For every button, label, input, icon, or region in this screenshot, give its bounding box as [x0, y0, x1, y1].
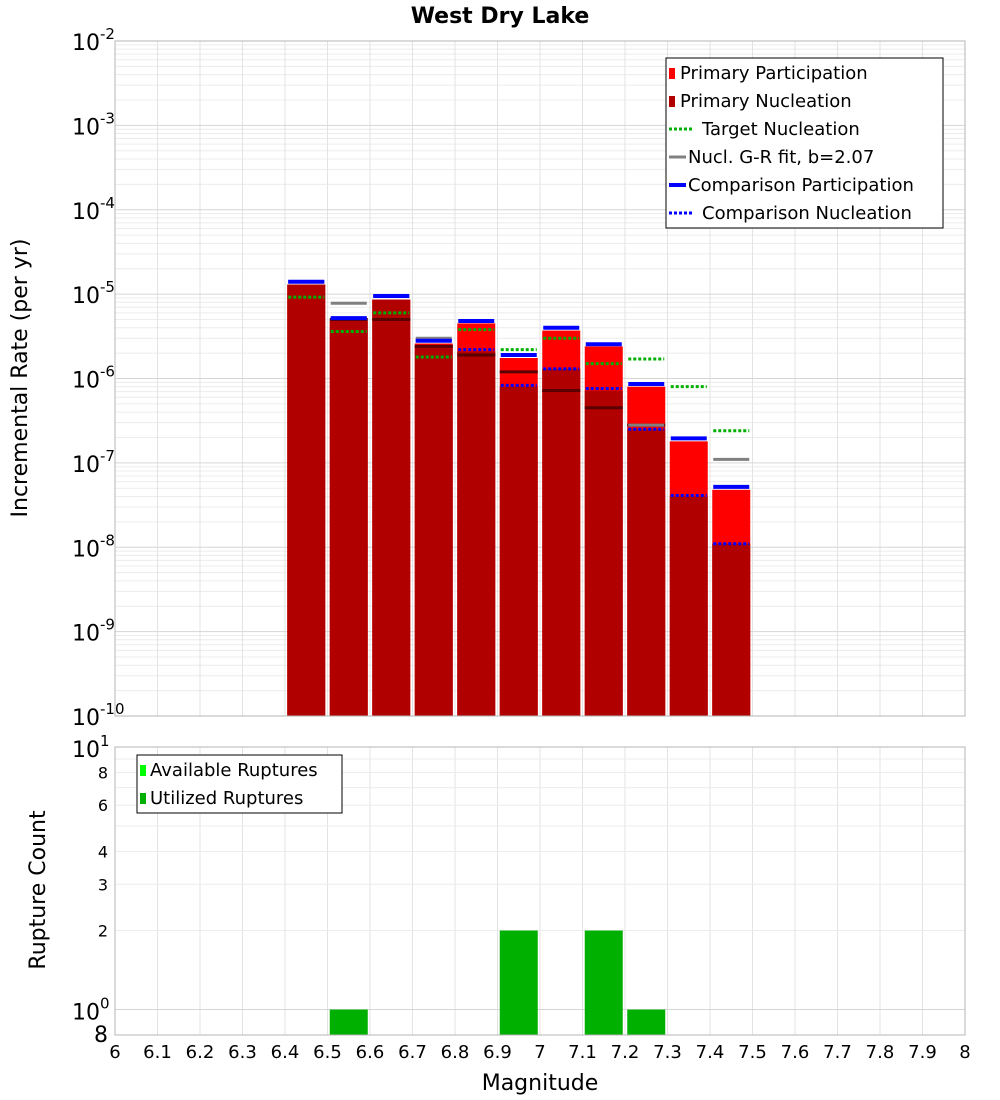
primary-nucleation-bar [499, 386, 538, 716]
x-tick-label: 6.5 [313, 1042, 342, 1063]
legend-swatch [140, 793, 146, 804]
top-panel: 10-2 10-3 10-4 10-5 10-6 10-7 10-8 10-9 10-10 Pri… [72, 25, 966, 731]
x-tick-label: 7.1 [568, 1042, 597, 1063]
legend-entry: Comparison Nucleation [702, 203, 912, 224]
top-y-tick-label: 10-5 [72, 278, 115, 309]
top-y-tick-label: 10-7 [72, 447, 115, 478]
bottom-y-tick-label: 2 [98, 922, 108, 941]
primary-nucleation-bar [329, 321, 368, 716]
top-y-tick-label: 10-2 [72, 25, 115, 56]
legend-entry: Comparison Participation [688, 175, 914, 196]
x-axis-label: Magnitude [482, 1071, 599, 1096]
x-tick-label: 7.8 [866, 1042, 895, 1063]
x-tick-label: 6.1 [143, 1042, 172, 1063]
top-y-tick-label: 10-9 [72, 616, 115, 647]
bottom-y-tick-label: 4 [98, 842, 108, 861]
top-y-tick-label: 10-6 [72, 363, 115, 394]
bottom-plot-border [114, 746, 966, 1036]
primary-nucleation-bar [584, 390, 623, 716]
legend-entry: Target Nucleation [701, 119, 860, 140]
bottom-y-tick-label: 8 [94, 1023, 108, 1048]
bottom-y-tick-label: 8 [98, 763, 108, 782]
legend-swatch [140, 765, 146, 776]
top-y-axis-label: Incremental Rate (per yr) [8, 239, 33, 518]
primary-nucleation-bar [627, 429, 666, 716]
primary-nucleation-bar [414, 344, 453, 716]
x-tick-label: 6.8 [441, 1042, 470, 1063]
x-tick-label: 7.9 [908, 1042, 937, 1063]
x-tick-label: 7.6 [781, 1042, 810, 1063]
utilized-ruptures-bar [627, 1009, 666, 1035]
x-tick-label: 7.3 [653, 1042, 682, 1063]
bottom-legend-box [136, 754, 343, 814]
legend-entry: Utilized Ruptures [150, 788, 303, 809]
utilized-ruptures-bar [499, 930, 538, 1035]
legend-entry: Nucl. G-R fit, b=2.07 [688, 147, 874, 168]
legend-entry: Primary Nucleation [680, 91, 852, 112]
top-plot-border [114, 40, 966, 717]
x-tick-label: 8 [959, 1042, 970, 1063]
legend-swatch [669, 96, 675, 107]
chart-title: West Dry Lake [411, 4, 590, 29]
x-tick-label: 6.9 [483, 1042, 512, 1063]
primary-nucleation-bar [542, 368, 581, 716]
top-y-tick-label: 10-3 [72, 109, 115, 140]
primary-nucleation-bar [457, 351, 496, 716]
legend-swatch [669, 68, 675, 79]
x-tick-label: 6.4 [271, 1042, 300, 1063]
x-tick-label: 6.2 [186, 1042, 215, 1063]
legend-entry: Available Ruptures [150, 760, 318, 781]
utilized-ruptures-bar [584, 930, 623, 1035]
legend-entry: Primary Participation [680, 63, 868, 84]
x-tick-label: 7.5 [738, 1042, 767, 1063]
utilized-ruptures-bar [329, 1009, 368, 1035]
x-tick-label: 6 [109, 1042, 120, 1063]
bottom-y-major-tick-label: 101 [72, 732, 110, 763]
primary-nucleation-bar [669, 496, 708, 716]
primary-nucleation-bar [712, 543, 751, 716]
bottom-y-tick-label: 6 [98, 796, 108, 815]
top-y-tick-label: 10-8 [72, 531, 115, 562]
primary-nucleation-bar [287, 284, 326, 716]
top-legend-box [665, 57, 944, 229]
top-y-tick-label: 10-4 [72, 194, 115, 225]
x-tick-label: 6.7 [398, 1042, 427, 1063]
x-tick-label: 7.7 [823, 1042, 852, 1063]
x-tick-label: 7 [534, 1042, 545, 1063]
bottom-y-tick-label: 3 [98, 875, 108, 894]
x-tick-label: 7.2 [611, 1042, 640, 1063]
x-tick-label: 7.4 [696, 1042, 725, 1063]
x-tick-label: 6.6 [356, 1042, 385, 1063]
bottom-y-axis-label: Rupture Count [26, 810, 51, 970]
top-y-tick-label: 10-10 [72, 700, 125, 731]
primary-nucleation-bar [372, 299, 411, 716]
bottom-y-major-tick-label: 100 [72, 995, 110, 1026]
x-tick-label: 6.3 [228, 1042, 257, 1063]
